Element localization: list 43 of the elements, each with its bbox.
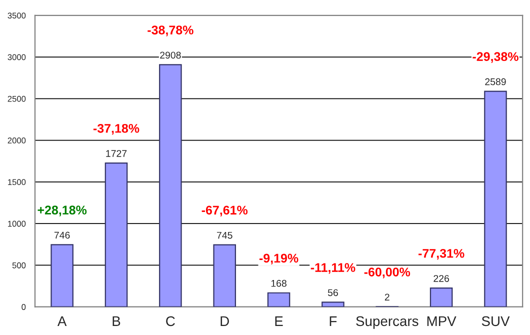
y-tick-label: 0 <box>22 304 26 310</box>
bar <box>104 162 128 307</box>
x-tick-label: D <box>220 316 229 326</box>
x-tick-label: B <box>112 316 120 326</box>
y-tick-label: 500 <box>12 262 26 268</box>
x-tick-label: C <box>166 316 175 326</box>
y-tick-label: 3500 <box>8 12 26 19</box>
bar <box>50 244 74 307</box>
x-tick-label: E <box>275 316 283 326</box>
x-tick-label: F <box>330 316 337 326</box>
bar <box>267 292 290 307</box>
bar <box>322 302 344 307</box>
y-tick-label: 3000 <box>8 54 26 60</box>
x-tick-label: SUV <box>482 316 510 326</box>
annotation: -37,18% <box>93 124 140 135</box>
annotation: -67,61% <box>202 206 248 216</box>
data-label: 1727 <box>106 150 127 157</box>
bar <box>213 244 236 307</box>
bar <box>484 90 507 307</box>
annotation: +28,18% <box>38 206 87 216</box>
bar <box>159 64 182 307</box>
data-label: 746 <box>54 232 70 239</box>
data-label: 2589 <box>485 78 506 86</box>
y-tick-label: 2000 <box>8 138 26 144</box>
y-tick-label: 2500 <box>8 96 26 102</box>
annotation: -77,31% <box>418 248 464 260</box>
x-tick-label: MPV <box>427 316 456 326</box>
annotation: -9,19% <box>259 254 298 264</box>
y-tick-label: 1000 <box>8 220 26 227</box>
data-label: 168 <box>271 280 286 287</box>
annotation: -38,78% <box>148 26 194 36</box>
annotation: -60,00% <box>364 268 410 278</box>
data-label: 226 <box>434 275 449 282</box>
data-label: 2 <box>384 294 390 301</box>
y-tick-label: 1500 <box>8 179 26 186</box>
x-tick-label: Supercars <box>356 316 418 329</box>
annotation: -11,11% <box>310 263 356 274</box>
data-label: 2908 <box>160 52 181 59</box>
x-tick-label: A <box>57 316 67 326</box>
annotation: -29,38% <box>472 52 518 63</box>
bar <box>430 287 453 307</box>
data-label: 745 <box>216 232 232 239</box>
data-label: 56 <box>328 289 338 296</box>
